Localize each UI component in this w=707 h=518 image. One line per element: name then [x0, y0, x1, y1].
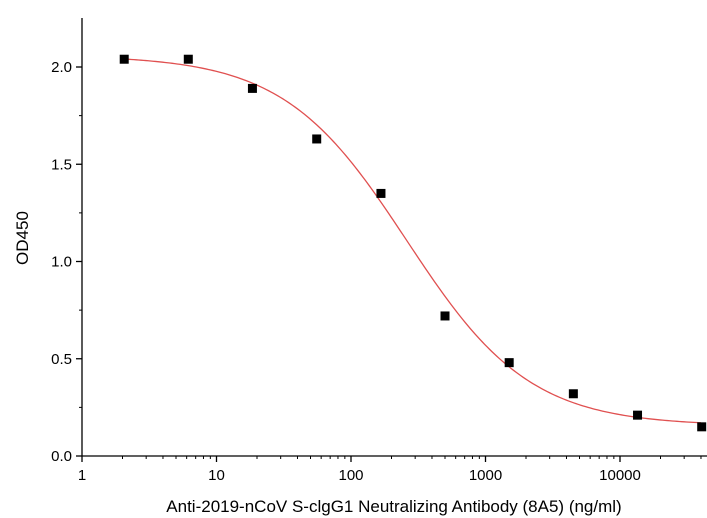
y-tick-label: 2.0 — [51, 59, 72, 76]
x-tick-label: 1 — [78, 467, 86, 484]
x-axis-title: Anti-2019-nCoV S-clgG1 Neutralizing Anti… — [166, 497, 621, 516]
y-tick-label: 0.0 — [51, 448, 72, 465]
data-point — [312, 134, 322, 144]
y-axis-title: OD450 — [13, 211, 32, 265]
y-tick-label: 1.0 — [51, 254, 72, 271]
x-tick-label: 10000 — [599, 467, 641, 484]
data-points — [119, 54, 707, 432]
data-point — [247, 83, 257, 93]
plot-area: 0.0 0.5 1.0 1.5 2.0 1 10 100 1000 10000 — [51, 18, 707, 484]
y-tick-label: 0.5 — [51, 351, 72, 368]
data-point — [183, 54, 193, 64]
data-point — [633, 410, 643, 420]
x-tick-label: 100 — [338, 467, 363, 484]
fit-curve — [124, 58, 702, 424]
y-tick-label: 1.5 — [51, 156, 72, 173]
data-point — [697, 422, 707, 432]
x-tick-label: 1000 — [469, 467, 502, 484]
y-axis-ticks: 0.0 0.5 1.0 1.5 2.0 — [51, 59, 82, 465]
x-axis-ticks: 1 10 100 1000 10000 — [78, 456, 702, 484]
data-point — [440, 311, 450, 321]
data-point — [119, 54, 129, 64]
data-point — [568, 389, 578, 399]
data-point — [504, 358, 514, 368]
data-point — [376, 188, 386, 198]
x-tick-label: 10 — [208, 467, 225, 484]
